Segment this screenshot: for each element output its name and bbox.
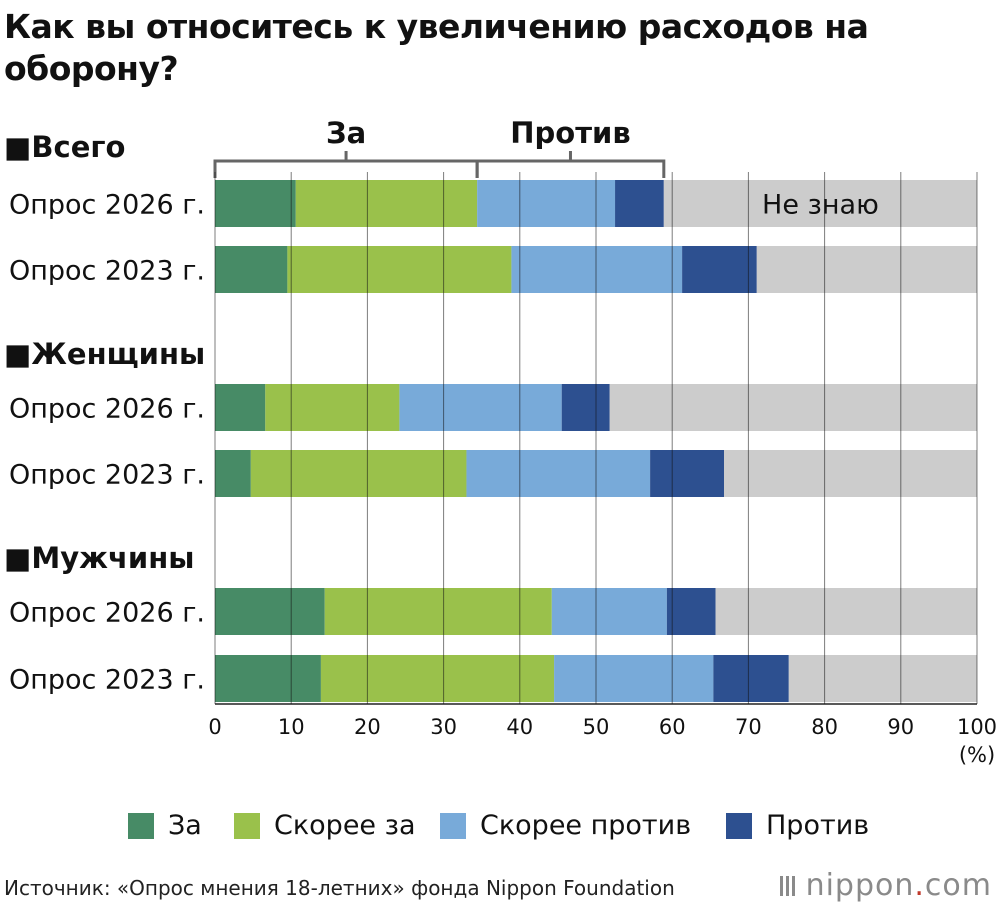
row-label: Опрос 2026 г. [9,190,205,221]
bar-segment [715,588,977,635]
legend-swatch [440,812,466,839]
tick-label: 90 [887,715,914,739]
bar-segment [666,588,716,635]
row-label: Опрос 2026 г. [9,598,205,629]
bar-segment [466,450,651,497]
bar-segment [554,655,714,702]
legend-label: За [168,810,202,841]
row-label: Опрос 2023 г. [9,460,205,491]
brand-suffix: com [924,868,992,903]
tick-label: 0 [208,715,221,739]
legend-item: Против [726,810,869,841]
tick-label: 10 [278,715,305,739]
bar-segment [615,180,664,227]
legend-swatch [726,812,752,839]
bracket-label: Против [510,116,630,150]
bar-segment [788,655,977,702]
bar-segment [477,180,616,227]
bar-segment [287,246,512,293]
bar-segment [650,450,725,497]
bar-segment [511,246,683,293]
bracket-label: За [326,116,366,150]
bar-segment [682,246,757,293]
bar-segment [215,588,325,635]
legend-label: Скорее за [274,810,416,841]
source-note: Источник: «Опрос мнения 18-летних» фонда… [4,876,675,900]
bar-segment [561,384,610,431]
stacked-bar-chart: ■Всего Опрос 2026 г. Опрос 2023 г. ■Женщины… [4,116,997,767]
row-label: Опрос 2023 г. [9,256,205,287]
row-label: Опрос 2026 г. [9,394,205,425]
x-unit-label: (%) [959,743,995,767]
tick-label: 20 [354,715,381,739]
nippon-logo-icon [779,875,795,896]
legend-swatch [128,812,154,839]
legend-label: Против [766,810,870,841]
bracket-line [475,159,666,178]
bar-segment [756,246,977,293]
inline-label: Не знаю [762,190,879,221]
legend: За Скорее за Скорее против Против [0,810,1000,850]
bar-segment [215,450,251,497]
legend-label: Скорее против [480,810,692,841]
bar-segment [265,384,400,431]
bar-segment [399,384,562,431]
brand-dot: . [914,868,925,903]
chart-title: Как вы относитесь к увеличению расходов … [4,7,869,88]
group-header: ■Всего [4,130,125,164]
bar-segment [295,180,478,227]
bar-segment [320,655,555,702]
group-header: ■Мужчины [4,541,195,575]
tick-label: 100 [957,715,997,739]
bar-segment [250,450,467,497]
bar-segment [663,180,977,227]
bracket-line [213,159,479,178]
legend-item: За [128,810,202,841]
group-header: ■Женщины [4,337,205,371]
bar-segment [609,384,977,431]
bar-segment [551,588,667,635]
tick-label: 80 [811,715,838,739]
tick-label: 70 [735,715,762,739]
brand-name: nippon [805,868,915,903]
bar-segment [713,655,789,702]
tick-label: 60 [659,715,686,739]
legend-item: Скорее против [440,810,691,841]
legend-item: Скорее за [234,810,416,841]
tick-label: 30 [430,715,457,739]
brand-logo: nippon. com [778,868,992,903]
tick-label: 50 [583,715,610,739]
row-label: Опрос 2023 г. [9,665,205,696]
tick-label: 40 [506,715,533,739]
bar-segment [215,655,321,702]
bar-segment [324,588,552,635]
bar-segment [215,180,296,227]
bar-segment [724,450,977,497]
bar-segment [215,246,288,293]
legend-swatch [234,812,260,839]
bar-segment [215,384,266,431]
